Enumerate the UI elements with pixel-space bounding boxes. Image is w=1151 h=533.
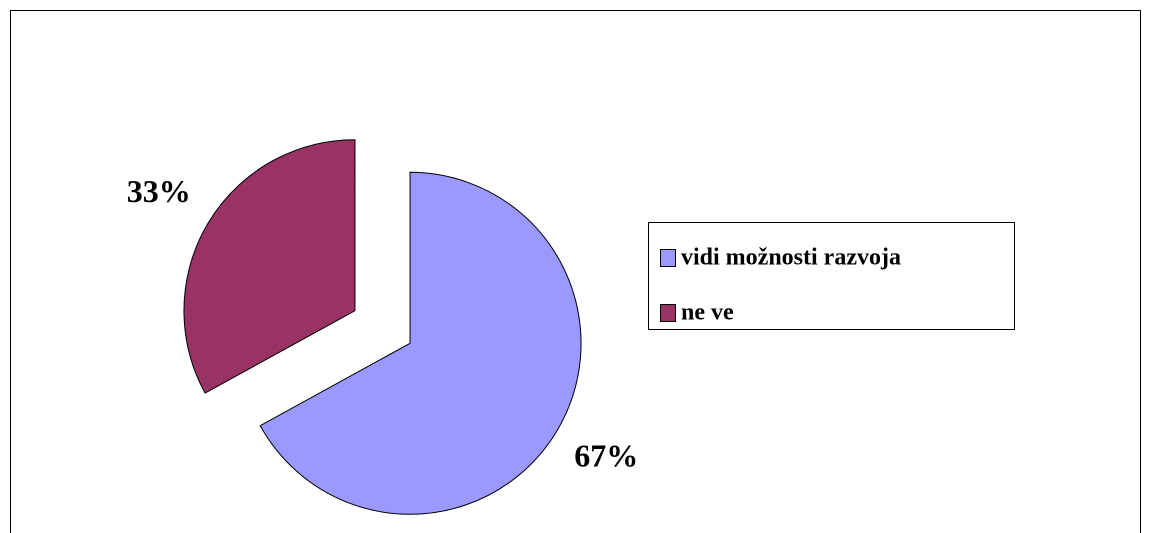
legend-swatch [660,304,676,322]
pie-slice [183,139,356,394]
legend-label: ne ve [681,300,734,326]
legend-label: vidi možnosti razvoja [681,245,901,271]
data-label: 67% [574,438,638,474]
legend-box [648,222,1015,330]
pie-slice [259,171,582,515]
legend-swatch [660,249,676,267]
data-label: 33% [127,173,191,209]
